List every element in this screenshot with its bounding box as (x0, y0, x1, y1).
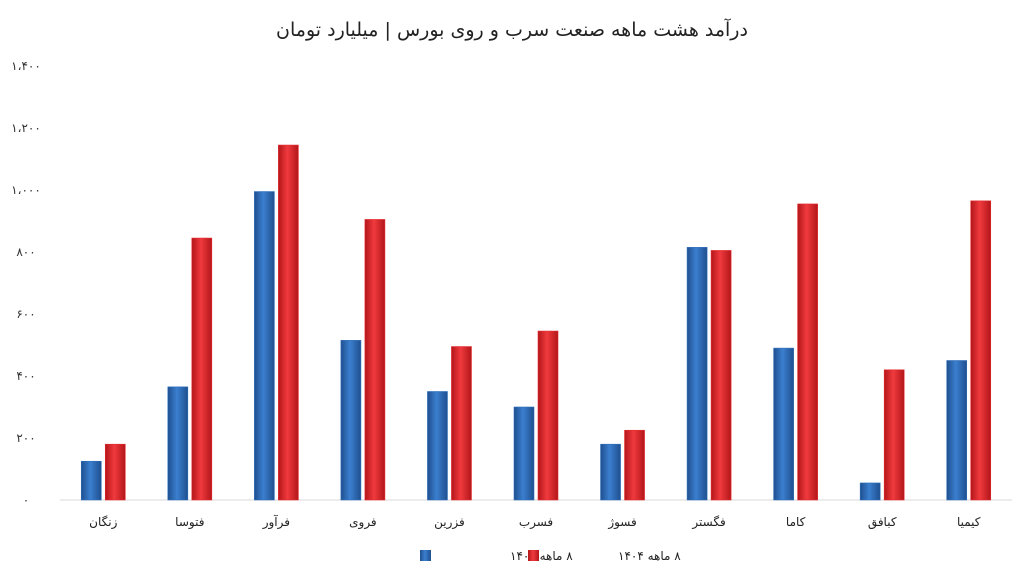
bar-series-2 (537, 330, 559, 501)
bar-series-1 (254, 191, 275, 501)
bar-series-2 (797, 203, 818, 501)
legend-label: ۸ ماهه ۱۴۰۳ (510, 549, 573, 563)
bar-series-2 (104, 443, 126, 501)
category-label: کبافق (868, 515, 897, 530)
legend: ۸ ماهه ۱۴۰۳ ۸ ماهه ۱۴۰۴ (420, 549, 681, 563)
category-label: فسوژ (607, 515, 636, 530)
category-label: کاما (786, 515, 806, 529)
bar-series-1 (80, 460, 102, 501)
y-tick-label: ۶۰۰ (16, 307, 35, 321)
category-label: کیمیا (957, 515, 981, 529)
y-tick-label: ۱،۲۰۰ (11, 121, 41, 135)
legend-swatch (420, 550, 431, 561)
bar-series-1 (600, 443, 621, 501)
bar-series-2 (710, 250, 732, 501)
bar-series-1 (513, 406, 535, 501)
y-tick-label: ۸۰۰ (16, 245, 35, 259)
y-tick-label: ۰ (23, 493, 29, 507)
category-label: فسرب (519, 515, 553, 530)
category-label: فزرین (434, 515, 465, 530)
y-tick-label: ۴۰۰ (16, 369, 35, 383)
bar-series-1 (167, 386, 189, 501)
bar-series-2 (883, 369, 905, 501)
y-tick-label: ۱،۴۰۰ (11, 59, 41, 73)
bar-series-1 (859, 482, 881, 501)
category-label: فرآور (262, 514, 290, 530)
category-labels: زنگان فتوسا فرآور فروی فزرین فسرب فسوژ فگستر کام… (89, 514, 981, 530)
category-label: زنگان (89, 515, 117, 530)
legend-label: ۸ ماهه ۱۴۰۴ (618, 549, 681, 563)
bars (80, 144, 992, 501)
bar-series-2 (624, 429, 645, 501)
y-tick-label: ۱،۰۰۰ (11, 183, 41, 197)
bar-series-1 (773, 347, 794, 501)
bar-series-1 (686, 247, 708, 501)
chart-title: درآمد هشت ماهه صنعت سرب و روی بورس | میل… (276, 17, 748, 41)
bar-series-1 (946, 360, 968, 501)
category-label: فروی (349, 515, 377, 530)
bar-series-1 (427, 391, 448, 501)
legend-swatch (528, 550, 539, 561)
category-label: فتوسا (175, 515, 204, 530)
bar-series-2 (278, 144, 299, 501)
bar-series-2 (191, 237, 213, 501)
y-tick-label: ۲۰۰ (16, 431, 35, 445)
category-label: فگستر (691, 515, 725, 530)
bar-series-2 (970, 200, 992, 501)
bar-series-2 (451, 346, 472, 501)
bar-series-1 (340, 340, 362, 501)
bar-series-2 (364, 219, 386, 501)
y-axis-ticks: ۰ ۲۰۰ ۴۰۰ ۶۰۰ ۸۰۰ ۱،۰۰۰ ۱،۲۰۰ ۱،۴۰۰ (11, 59, 41, 507)
